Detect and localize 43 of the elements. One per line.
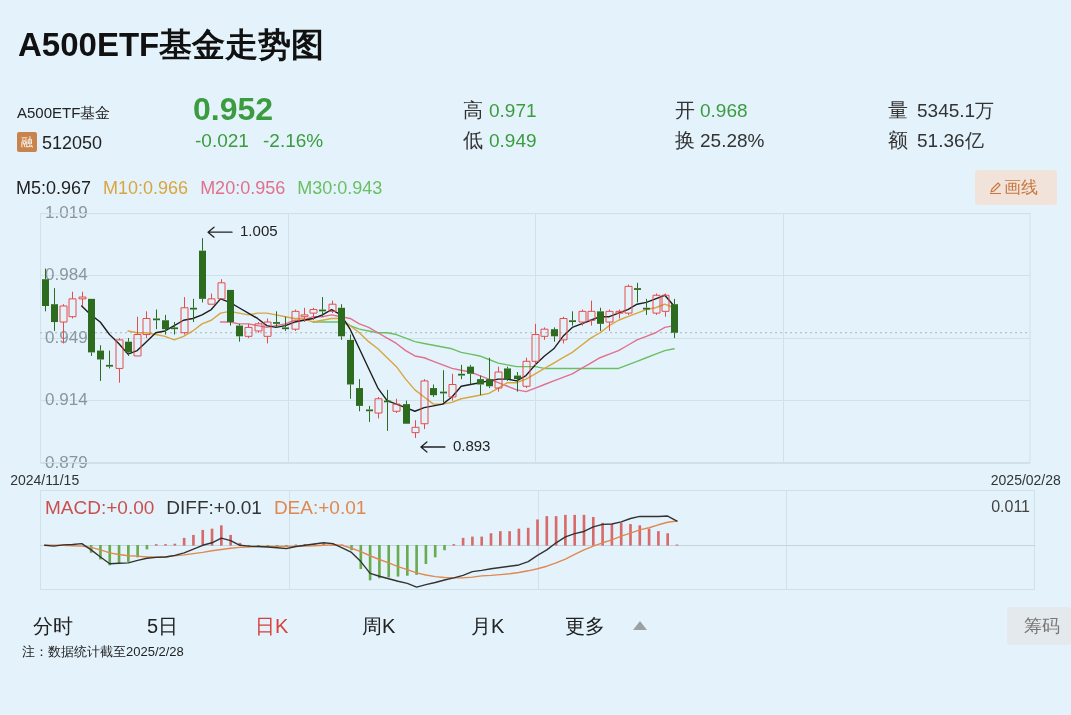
- text: 51.36亿: [917, 129, 984, 152]
- annotation: 1.005: [240, 222, 278, 240]
- y-tick-label: 1.019: [45, 202, 88, 222]
- text: 更多: [565, 614, 605, 638]
- text: A500ETF基金: [17, 104, 111, 122]
- tag-badge: 融: [17, 132, 37, 152]
- text: 画线: [1004, 177, 1038, 198]
- text: 0.952: [193, 90, 274, 128]
- x-tick-label: 2025/02/28: [990, 472, 1062, 489]
- text: M10:0.966: [103, 178, 189, 198]
- text: 额: [888, 128, 908, 152]
- text: 512050: [42, 132, 103, 154]
- text: 0.949: [489, 129, 537, 152]
- annotation: 0.893: [452, 437, 491, 455]
- text: 日K: [255, 614, 289, 638]
- text: M5:0.967: [16, 178, 92, 198]
- text: -0.021: [195, 129, 249, 152]
- y-tick-label: 0.914: [45, 390, 88, 410]
- series-label: MACD:+0.00: [45, 497, 155, 518]
- annotation: 0.011: [991, 497, 1030, 516]
- text: 25.28%: [700, 129, 765, 152]
- text: 注：数据统计截至2025/2/28: [22, 644, 184, 660]
- text: 0.971: [489, 99, 537, 122]
- text: 高: [463, 98, 483, 122]
- text: 分时: [33, 614, 73, 638]
- text: A500ETF基金走势图: [18, 25, 325, 65]
- text: 0.968: [700, 99, 748, 122]
- y-tick-label: 0.984: [45, 265, 88, 285]
- text: -2.16%: [263, 129, 324, 152]
- series-label: DEA:+0.01: [273, 497, 367, 518]
- text: 月K: [471, 614, 505, 638]
- text: 筹码: [1024, 615, 1060, 637]
- text: 换: [675, 128, 695, 152]
- text: 周K: [362, 614, 396, 638]
- text: M30:0.943: [297, 178, 383, 198]
- text: 5345.1万: [917, 99, 995, 122]
- text: 开: [675, 98, 695, 122]
- x-tick-label: 2024/11/15: [10, 472, 80, 489]
- text: 低: [463, 128, 483, 152]
- text: 量: [888, 98, 908, 122]
- text: 5日: [147, 614, 179, 638]
- series-label: DIFF:+0.01: [166, 497, 262, 518]
- text: M20:0.956: [200, 178, 286, 198]
